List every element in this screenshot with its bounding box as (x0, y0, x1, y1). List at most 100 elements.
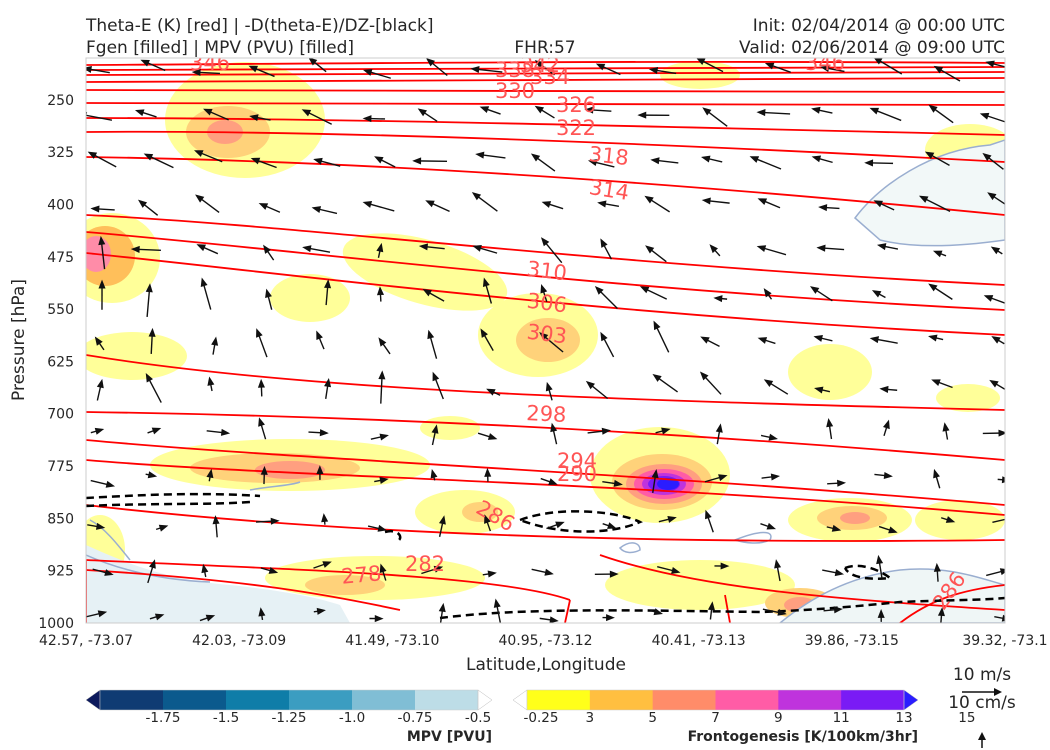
wind-vector (982, 429, 1005, 437)
wind-vector (130, 245, 161, 253)
wind-vector (311, 206, 338, 215)
wind-vector (425, 58, 448, 77)
wind-vector (883, 419, 890, 437)
wind-vector (145, 372, 162, 403)
wind-vector (699, 371, 722, 395)
wind-vector (313, 561, 332, 569)
wind-vector (482, 570, 497, 578)
wind-reference-ms: 10 m/s (953, 665, 1011, 685)
wind-vector (869, 107, 902, 122)
wind-reference-key: 10 m/s 10 cm/s (948, 665, 1016, 748)
wind-vector (203, 108, 229, 121)
colorbar-segment (226, 690, 290, 710)
y-tick-label: 250 (47, 93, 74, 109)
wind-vector (480, 328, 494, 351)
wind-vector (874, 471, 893, 479)
fgen-blob (936, 384, 1000, 412)
wind-vector (148, 327, 156, 354)
title-left-line1: Theta-E (K) [red] | -D(theta-E)/DZ-[blac… (85, 16, 434, 36)
wind-vector (650, 608, 663, 616)
colorbar-segment (527, 690, 591, 710)
wind-vector (651, 468, 659, 493)
wind-vector (255, 517, 280, 525)
colorbar-tick-label: -1.5 (213, 710, 239, 726)
theta-e-line (86, 117, 1005, 136)
wind-vector (879, 385, 898, 393)
wind-vector (928, 104, 954, 124)
wind-vector (997, 476, 1005, 484)
wind-vector (760, 433, 778, 441)
wind-vector (475, 151, 506, 159)
wind-vector (207, 376, 215, 392)
x-tick-label: 39.32, -73.1 (962, 633, 1047, 649)
dthetae-dz-line (384, 529, 402, 544)
theta-label: 278 (340, 561, 382, 588)
wind-vector (813, 334, 833, 342)
wind-vector (814, 386, 831, 394)
wind-vector (321, 513, 329, 525)
theta-label: 310 (525, 257, 568, 286)
wind-vector (587, 427, 611, 435)
colorbar-segment (415, 690, 479, 710)
wind-vector (540, 477, 558, 485)
wind-vector (983, 295, 1005, 304)
wind-vector (369, 615, 384, 623)
wind-vector (367, 524, 387, 532)
wind-vector-field (86, 58, 1005, 623)
wind-vector (928, 334, 944, 342)
wind-vector (876, 243, 899, 251)
wind-vector (260, 567, 279, 574)
x-tick-label: 40.41, -73.13 (652, 633, 746, 649)
y-tick-label: 775 (47, 459, 74, 475)
wind-vector (422, 288, 445, 302)
wind-vector (873, 200, 895, 211)
wind-vector (191, 68, 220, 76)
theta-e-line (86, 559, 571, 601)
wind-vector (602, 614, 615, 622)
wind-vector (809, 286, 833, 302)
wind-vector (145, 471, 158, 479)
theta-label: 282 (405, 552, 445, 576)
fgen-blob (657, 478, 679, 490)
theta-e-line (86, 439, 1005, 506)
wind-vector (924, 151, 950, 166)
colorbar-extend-low (512, 689, 528, 711)
wind-vector (877, 609, 885, 622)
fgen-blob (840, 512, 870, 524)
theta-label: 294 (557, 449, 597, 473)
colorbar-segment (589, 690, 654, 710)
frontogenesis-colorbar-label: Frontogenesis [K/100km/3hr] (688, 729, 918, 745)
wind-vector (196, 244, 219, 255)
wind-vector (985, 60, 1005, 68)
wind-vector (653, 320, 670, 353)
plot-frame (85, 57, 1006, 624)
theta-e-line (86, 130, 1005, 163)
wind-vector (87, 522, 106, 530)
wind-vector (541, 201, 564, 210)
wind-vector (324, 279, 332, 306)
wind-vector (534, 60, 555, 76)
wind-vector (991, 336, 1005, 345)
wind-vector (600, 238, 613, 260)
wind-vector (482, 277, 493, 304)
wind-vector (316, 465, 324, 480)
theta-e-line (86, 156, 1005, 216)
wind-vector (265, 288, 273, 310)
wind-vector (96, 378, 104, 401)
wind-vector (702, 107, 728, 127)
wind-vector (987, 192, 1005, 205)
x-tick-label: 40.95, -73.12 (498, 633, 592, 649)
colorbar-extend-high (477, 689, 493, 711)
theta-label: 306 (525, 289, 568, 318)
wind-vector (427, 329, 438, 359)
wind-reference-cms: 10 cm/s (948, 693, 1016, 713)
wind-vector (147, 559, 156, 584)
wind-vector (928, 283, 953, 300)
colorbar-segment (841, 690, 905, 710)
wind-vector (472, 244, 498, 254)
colorbar-tick-label: 9 (774, 710, 783, 726)
wind-vector (749, 156, 782, 170)
wind-vector (811, 106, 833, 114)
fgen-blob (605, 560, 795, 610)
